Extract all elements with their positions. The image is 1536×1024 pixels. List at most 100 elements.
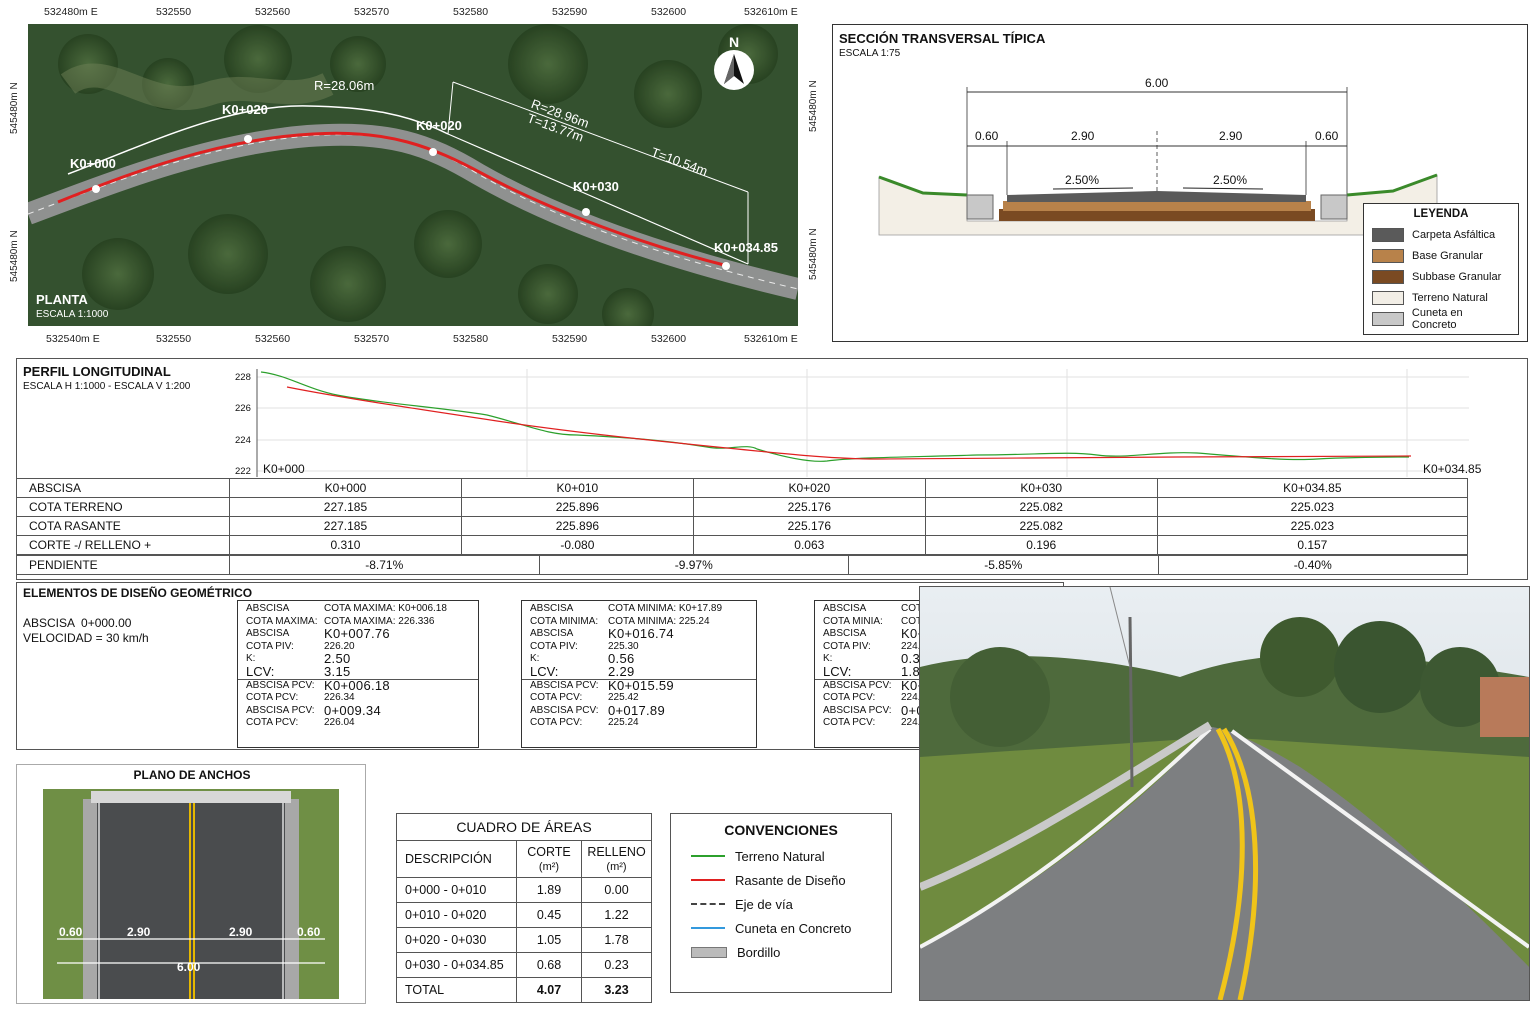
- profile-chart: [256, 369, 1469, 477]
- areas-row: 0+000 - 0+010 1.89 0.00: [396, 877, 652, 903]
- cell: K0+010: [460, 478, 694, 498]
- area-corte: 1.89: [516, 877, 582, 903]
- area-relleno: 1.78: [581, 927, 652, 953]
- bottom-tick: 532540m E: [46, 333, 100, 345]
- card-key: COTA MINIMA:: [530, 615, 599, 627]
- cell: 0.196: [924, 535, 1158, 555]
- convention-label: Terreno Natural: [735, 848, 825, 864]
- row-label: COTA TERRENO: [16, 497, 230, 517]
- card-value: 226.04: [324, 717, 355, 729]
- card-key: LCV:: [823, 663, 852, 679]
- card-row: ABSCISA PCV: K0+015.59: [522, 677, 756, 693]
- profile-title: PERFIL LONGITUDINAL: [23, 364, 171, 379]
- areas-header-relleno: RELLENO: [587, 844, 646, 859]
- profile-start-label: K0+000: [263, 462, 305, 476]
- card-key: ABSCISA: [530, 628, 574, 640]
- convention-item: Eje de vía: [691, 892, 871, 916]
- cell: K0+030: [924, 478, 1158, 498]
- profile-slope-row: PENDIENTE -8.71% -9.97% -5.85% -0.40%: [16, 555, 1468, 575]
- legend-swatch: [1372, 227, 1404, 242]
- profile-y-tick: 228: [235, 372, 251, 383]
- area-relleno: 1.22: [581, 902, 652, 928]
- convention-label: Eje de vía: [735, 896, 793, 912]
- card-key: COTA PIV:: [246, 640, 294, 652]
- card-row: LCV: 2.29: [530, 665, 748, 679]
- station-label-2: K0+020: [222, 102, 268, 117]
- cell: 225.896: [460, 497, 694, 517]
- cell: -0.080: [460, 535, 694, 555]
- width-label: 0.60: [297, 925, 321, 939]
- card-row: COTA MAXIMA: COTA MAXIMA: 226.336: [246, 616, 470, 629]
- legend-swatch: [1372, 248, 1404, 263]
- card-value: 226.20: [324, 640, 355, 652]
- card-value: 3.15: [324, 663, 351, 679]
- legend-item: Cuneta en Concreto: [1372, 307, 1510, 331]
- card-row: COTA PIV: 224.91: [823, 641, 1041, 654]
- axis-line-swatch: [691, 903, 725, 905]
- card-key: ABSCISA PCV:: [246, 704, 315, 716]
- legend-label: Terreno Natural: [1412, 291, 1488, 304]
- areas-header: DESCRIPCIÓN: [396, 840, 517, 878]
- card-row: COTA PCV: 226.34: [246, 692, 470, 705]
- convention-label: Bordillo: [737, 944, 781, 960]
- profile-y-tick: 224: [235, 435, 251, 446]
- card-value: COTA MINIMA: 225.24: [608, 615, 710, 627]
- card-key: LCV:: [246, 663, 275, 679]
- convention-label: Cuneta en Concreto: [735, 920, 852, 936]
- areas-header-desc: DESCRIPCIÓN: [405, 852, 492, 866]
- legend-swatch: [1372, 269, 1404, 284]
- card-key: ABSCISA: [530, 603, 574, 614]
- bottom-tick: 532600: [651, 333, 687, 345]
- area-corte: 1.05: [516, 927, 582, 953]
- card-key: COTA MINIA:: [823, 615, 883, 627]
- width-label: 2.90: [229, 925, 253, 939]
- legend-swatch: [1372, 311, 1404, 326]
- card-row: COTA PIV: 225.30: [530, 641, 748, 654]
- card-key: ABSCISA: [246, 628, 290, 640]
- total-label: TOTAL: [396, 977, 517, 1003]
- card-row: COTA PCV: 225.24: [530, 717, 748, 730]
- areas-header: CORTE (m²): [516, 840, 582, 878]
- width-label: 0.60: [59, 925, 83, 939]
- left-tick: 545480m N: [9, 230, 20, 282]
- section-legend: LEYENDA Carpeta Asfáltica Base Granular …: [1363, 203, 1519, 335]
- areas-header-corte: CORTE: [527, 844, 571, 859]
- profile-end-label: K0+034.85: [1423, 462, 1482, 476]
- geometry-title: ELEMENTOS DE DISEÑO GEOMÉTRICO: [23, 586, 253, 600]
- section-dim: 2.90: [1071, 129, 1095, 143]
- row-label: ABSCISA: [16, 478, 230, 498]
- card-value: K0+007.76: [324, 626, 390, 642]
- card-row: ABSCISA PCV: 0+009.34: [246, 704, 470, 718]
- card-key: COTA PCV:: [530, 692, 583, 704]
- plan-view-panel: N K0+000 K0+020 K0+020 K0+030 K0+034.85 …: [28, 24, 798, 326]
- cell: 225.023: [1156, 497, 1469, 517]
- card-key: COTA PIV:: [823, 640, 871, 652]
- card-row: ABSCISA PCV: K0+006.18: [238, 678, 478, 693]
- widths-title: PLANO DE ANCHOS: [133, 768, 251, 782]
- section-slope: 2.50%: [1065, 173, 1100, 187]
- total-relleno: 3.23: [581, 977, 652, 1003]
- areas-total-row: TOTAL 4.07 3.23: [396, 977, 652, 1003]
- card-key: K:: [530, 653, 540, 665]
- card-row: ABSCISA COTA MAXIMA: K0+006.18: [246, 603, 470, 616]
- ditch-line-swatch: [691, 927, 725, 929]
- convention-label: Rasante de Diseño: [735, 872, 846, 888]
- card-row: ABSCISA PCV: 0+017.89: [530, 704, 748, 718]
- area-relleno: 0.23: [581, 952, 652, 978]
- station-label-4: K0+030: [573, 179, 619, 194]
- legend-item: Subbase Granular: [1372, 266, 1510, 287]
- card-value: K0+015.59: [608, 677, 674, 693]
- conventions-title: CONVENCIONES: [724, 822, 838, 838]
- card-key: COTA PIV:: [530, 640, 578, 652]
- top-tick: 532480m E: [44, 6, 98, 18]
- card-key: COTA PCV:: [823, 692, 876, 704]
- cell: -9.97%: [538, 555, 849, 575]
- card-value: K0+016.74: [608, 626, 674, 642]
- card-row: COTA PCV: 224.97: [823, 692, 1041, 705]
- top-tick: 532560: [255, 6, 291, 18]
- profile-row-rasante: COTA RASANTE 227.185 225.896 225.176 225…: [16, 516, 1469, 536]
- left-tick: 545480m N: [9, 82, 20, 134]
- legend-item: Carpeta Asfáltica: [1372, 224, 1510, 245]
- station-label-3: K0+020: [416, 118, 462, 133]
- card-key: ABSCISA PCV:: [823, 704, 892, 716]
